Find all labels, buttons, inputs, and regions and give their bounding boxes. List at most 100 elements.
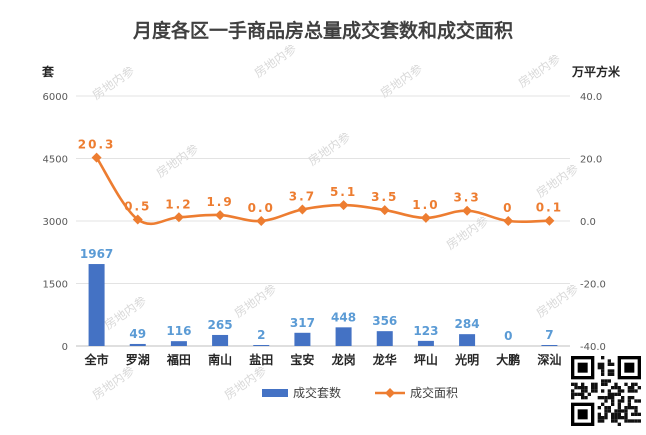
qr-module: [621, 396, 625, 400]
qr-module: [581, 386, 585, 390]
watermark-text: 房地内参: [515, 51, 563, 91]
category-label: 福田: [166, 352, 191, 367]
bar-series: 1967 49 116 265 2 317 448 356 123 284 0 7: [80, 247, 558, 346]
bar-data-label: 265: [208, 318, 233, 332]
qr-module: [597, 406, 601, 410]
qr-module: [624, 382, 628, 386]
qr-module: [594, 386, 598, 390]
line-point: [544, 215, 555, 226]
bar-data-label: 0: [504, 329, 512, 343]
gridlines: [76, 95, 570, 347]
qr-module: [607, 389, 611, 393]
qr-module: [584, 386, 588, 390]
line-data-label: 0.0: [248, 201, 275, 215]
qr-module: [597, 362, 601, 366]
qr-module: [597, 412, 601, 416]
left-tick-label: 3000: [43, 217, 68, 228]
qr-module: [607, 372, 611, 376]
qr-module: [607, 406, 611, 410]
qr-module: [604, 416, 608, 420]
qr-module: [607, 379, 611, 383]
left-tick-label: 0: [62, 342, 68, 353]
left-tick-label: 1500: [43, 280, 68, 291]
bar-data-label: 448: [331, 310, 356, 324]
qr-module: [571, 396, 575, 400]
y-right-axis-label: 万平方米: [571, 64, 621, 79]
category-label: 坪山: [414, 352, 438, 367]
line-point: [462, 205, 473, 216]
qr-module: [627, 402, 631, 406]
qr-module: [571, 389, 575, 393]
qr-module: [597, 396, 601, 400]
category-label: 全市: [84, 352, 109, 367]
qr-module: [617, 386, 621, 390]
qr-module: [584, 396, 588, 400]
line-point: [215, 210, 226, 221]
qr-module: [604, 382, 608, 386]
qr-module: [631, 419, 635, 423]
qr-module: [607, 396, 611, 400]
line-data-label: 3.7: [289, 189, 316, 203]
qr-module: [601, 389, 605, 393]
qr-module: [571, 382, 575, 386]
legend-label: 成交面积: [410, 385, 458, 400]
qr-module: [611, 402, 615, 406]
qr-module: [611, 419, 615, 423]
line-point: [91, 152, 102, 163]
right-tick-label: -20.0: [580, 280, 606, 291]
right-tick-label: 20.0: [580, 155, 602, 166]
qr-module: [607, 359, 611, 363]
qr-module: [611, 416, 615, 420]
left-tick-label: 6000: [43, 92, 68, 103]
qr-module: [601, 396, 605, 400]
qr-module: [604, 399, 608, 403]
qr-module: [601, 419, 605, 423]
line-point: [379, 205, 390, 216]
qr-module: [597, 366, 601, 370]
qr-module: [631, 386, 635, 390]
qr-module: [614, 386, 618, 390]
qr-module: [577, 386, 581, 390]
qr-module: [614, 392, 618, 396]
qr-module: [637, 419, 641, 423]
qr-module: [617, 409, 621, 413]
qr-module: [581, 382, 585, 386]
category-label: 南山: [208, 352, 232, 367]
qr-module: [574, 382, 578, 386]
bar: [170, 341, 187, 346]
qr-module: [621, 409, 625, 413]
legend-swatch-bar: [262, 389, 288, 397]
qr-module: [604, 409, 608, 413]
bar: [212, 334, 229, 346]
left-tick-label: 4500: [43, 155, 68, 166]
line-point: [256, 216, 267, 226]
qr-module: [617, 406, 621, 410]
qr-module: [607, 409, 611, 413]
bar: [541, 345, 558, 346]
qr-module: [611, 412, 615, 416]
qr-module: [617, 392, 621, 396]
qr-module: [597, 416, 601, 420]
watermark-text: 房地内参: [533, 281, 581, 321]
qr-module: [611, 392, 615, 396]
qr-module: [614, 382, 618, 386]
qr-module: [601, 369, 605, 373]
qr-module: [631, 396, 635, 400]
qr-module: [634, 412, 638, 416]
qr-module: [621, 399, 625, 403]
line-data-label: 3.5: [371, 190, 398, 204]
legend: 成交套数 成交面积: [262, 385, 458, 400]
qr-module: [617, 399, 621, 403]
qr-module: [634, 382, 638, 386]
bar: [129, 343, 146, 346]
qr-module: [601, 416, 605, 420]
qr-module: [617, 402, 621, 406]
qr-module: [627, 419, 631, 423]
left-axis-ticks: 0 1500 3000 4500 6000: [43, 92, 68, 353]
qr-module: [634, 399, 638, 403]
qr-module: [611, 399, 615, 403]
qr-module: [574, 392, 578, 396]
bar: [294, 332, 311, 346]
qr-module: [604, 379, 608, 383]
qr-module: [624, 412, 628, 416]
